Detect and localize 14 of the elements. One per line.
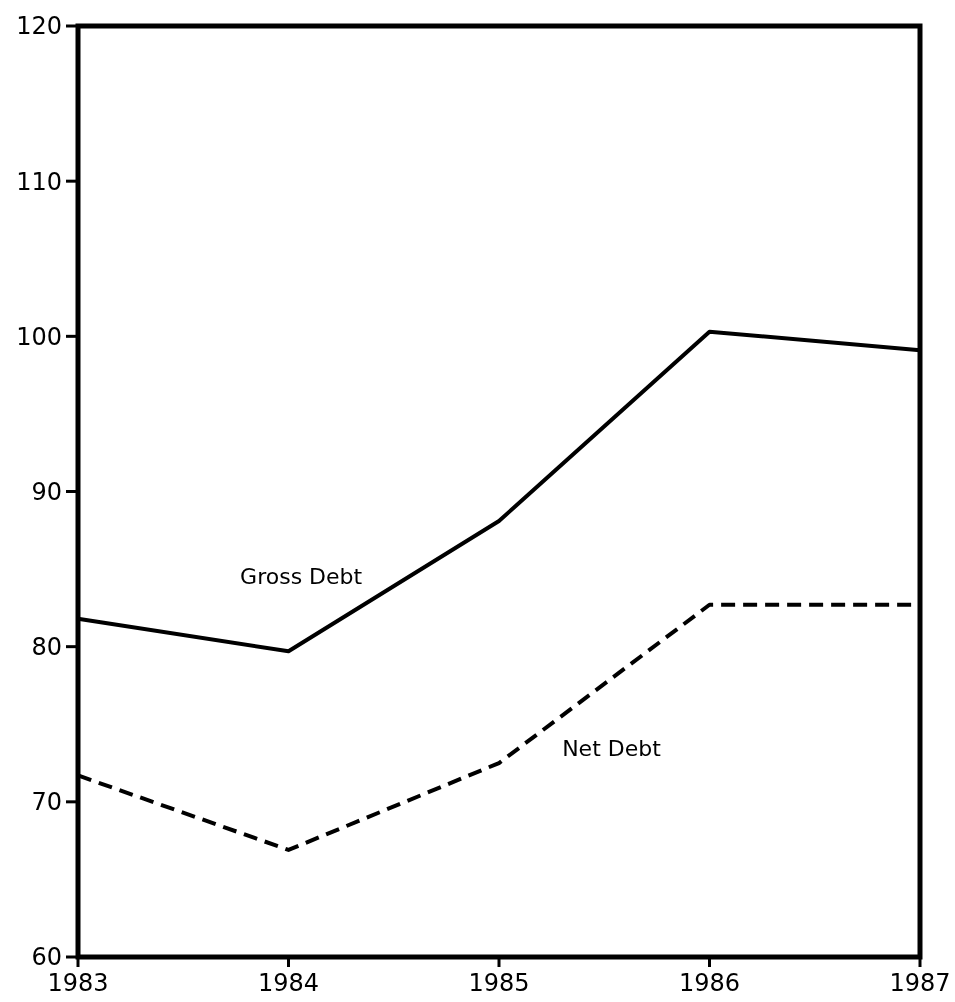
x-tick-label: 1986 (678, 969, 741, 997)
x-tick-label: 1985 (468, 969, 530, 997)
x-tick-label: 1983 (47, 969, 109, 997)
y-tick-label: 110 (16, 167, 62, 196)
series-label: Gross Debt (240, 563, 363, 589)
x-tick-label: 1984 (257, 969, 320, 997)
x-tick-label: 1987 (889, 969, 951, 997)
y-tick-label: 70 (31, 788, 62, 817)
y-tick-label: 80 (31, 633, 62, 662)
y-tick-label: 120 (16, 12, 62, 41)
y-tick-label: 100 (16, 322, 62, 351)
series-label: Net Debt (562, 735, 662, 761)
y-tick-label: 90 (31, 477, 62, 506)
y-tick-label: 60 (31, 943, 62, 972)
